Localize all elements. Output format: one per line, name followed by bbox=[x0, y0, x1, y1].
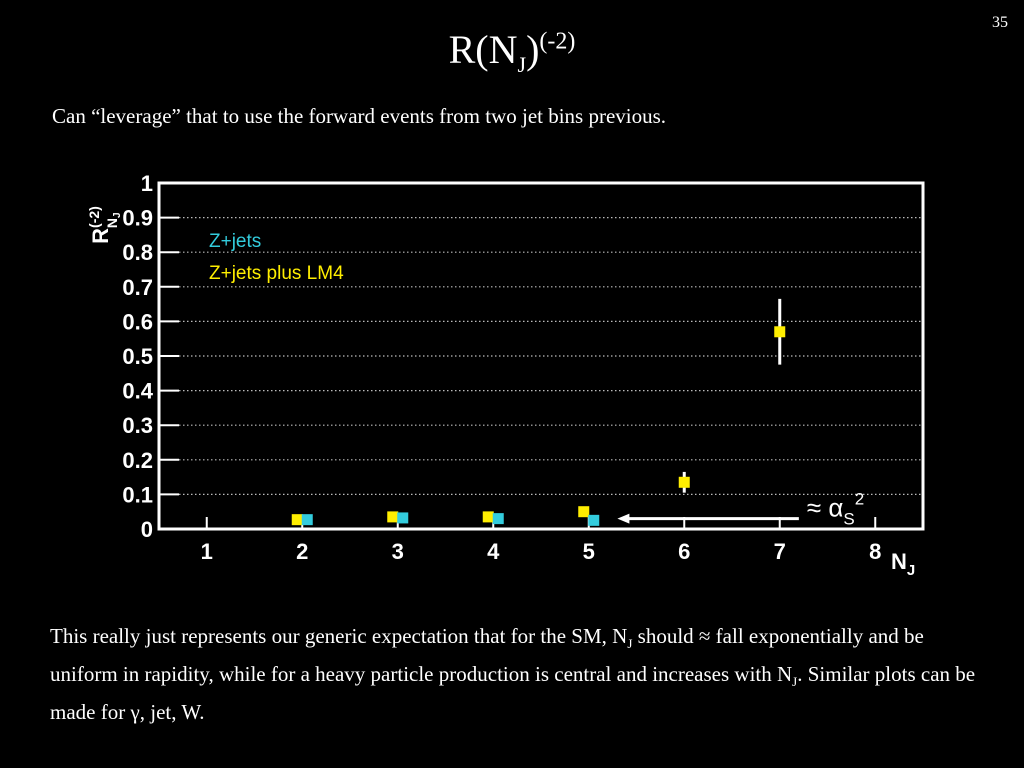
y-tick-label: 0.5 bbox=[122, 344, 153, 369]
y-tick-label: 0.3 bbox=[122, 413, 153, 438]
data-point-zjets-lm4 bbox=[774, 326, 786, 338]
legend-entry-zjets-lm4: Z+jets plus LM4 bbox=[209, 263, 344, 284]
x-tick-label: 3 bbox=[392, 539, 404, 564]
legend: Z+jets Z+jets plus LM4 bbox=[209, 231, 344, 284]
x-tick-label: 4 bbox=[487, 539, 500, 564]
legend-entry-zjets: Z+jets bbox=[209, 231, 261, 252]
svg-text:R(-2)NJ: R(-2) NJ bbox=[86, 206, 123, 244]
bottom-text-sub2: J bbox=[792, 674, 798, 690]
x-tick-label: 1 bbox=[201, 539, 213, 564]
data-point-zjets-lm4 bbox=[291, 514, 303, 526]
data-point-zjets-lm4 bbox=[678, 476, 690, 488]
x-axis-label: NJ bbox=[891, 549, 915, 579]
y-tick-label: 0.6 bbox=[122, 309, 153, 334]
y-tick-label: 0.7 bbox=[122, 275, 153, 300]
x-tick-label: 2 bbox=[296, 539, 308, 564]
y-tick-label: 0 bbox=[141, 517, 153, 542]
chart-svg: 0 0.1 0.2 0.3 0.4 0.5 0.6 0.7 0.8 0.9 1 1 2 3 4 5 6 7 8 R… bbox=[43, 163, 943, 583]
y-label-main: R bbox=[88, 228, 113, 244]
y-tick-label: 0.9 bbox=[122, 206, 153, 231]
annotation-arrow-head bbox=[617, 513, 630, 524]
data-marks bbox=[291, 298, 786, 526]
x-label-main: N bbox=[891, 549, 907, 574]
y-axis-ticks: 0 0.1 0.2 0.3 0.4 0.5 0.6 0.7 0.8 0.9 1 bbox=[122, 171, 179, 542]
title-main: R(N bbox=[448, 27, 518, 72]
y-tick-label: 0.8 bbox=[122, 240, 153, 265]
data-point-zjets bbox=[492, 513, 504, 525]
gridlines bbox=[159, 216, 923, 495]
bottom-text-part3: . Similar plots can be made for γ, jet, … bbox=[50, 662, 976, 725]
y-tick-label: 1 bbox=[141, 171, 153, 196]
y-label-sub: N bbox=[104, 218, 120, 228]
bottom-text-sub1: J bbox=[627, 636, 633, 652]
data-point-zjets bbox=[301, 514, 313, 526]
alpha-s-annotation: ≈ αS2 bbox=[617, 490, 864, 529]
y-axis-label: R(-2) NJ bbox=[86, 206, 123, 244]
bottom-paragraph: This really just represents our generic … bbox=[50, 621, 980, 728]
bottom-text-part2: should ≈ fall exponentially and be unifo… bbox=[50, 624, 924, 687]
y-tick-label: 0.1 bbox=[122, 482, 153, 507]
bottom-text-part1: This really just represents our generic … bbox=[50, 624, 628, 648]
plot-panel: 0 0.1 0.2 0.3 0.4 0.5 0.6 0.7 0.8 0.9 1 1 2 3 4 5 6 7 8 R… bbox=[43, 163, 943, 583]
data-point-zjets-lm4 bbox=[578, 506, 590, 518]
annotation-text: ≈ αS2 bbox=[807, 490, 864, 529]
slide-number: 35 bbox=[992, 14, 1008, 31]
x-label-sub: J bbox=[907, 562, 915, 579]
data-point-zjets-lm4 bbox=[387, 511, 399, 523]
svg-text:NJ: NJ bbox=[891, 549, 915, 579]
y-label-sup: (-2) bbox=[86, 206, 102, 228]
y-label-subsub: J bbox=[112, 212, 123, 218]
title-subscript: J bbox=[517, 52, 527, 77]
x-tick-label: 8 bbox=[869, 539, 881, 564]
annotation-main: ≈ α bbox=[807, 493, 844, 523]
data-point-zjets bbox=[588, 514, 600, 526]
data-point-zjets bbox=[397, 512, 409, 524]
x-tick-label: 7 bbox=[774, 539, 786, 564]
title-close: ) bbox=[526, 27, 540, 72]
slide-title: R(NJ)(-2) bbox=[0, 28, 1024, 77]
data-point-zjets-lm4 bbox=[482, 511, 494, 523]
annotation-sub: S bbox=[843, 510, 854, 529]
y-tick-label: 0.4 bbox=[122, 379, 153, 404]
x-axis-ticks: 1 2 3 4 5 6 7 8 bbox=[201, 517, 881, 564]
annotation-sup: 2 bbox=[855, 490, 864, 509]
y-tick-label: 0.2 bbox=[122, 448, 153, 473]
slide-subtitle: Can “leverage” that to use the forward e… bbox=[52, 104, 667, 128]
x-tick-label: 5 bbox=[583, 539, 595, 564]
title-superscript: (-2) bbox=[539, 28, 576, 55]
x-tick-label: 6 bbox=[678, 539, 690, 564]
